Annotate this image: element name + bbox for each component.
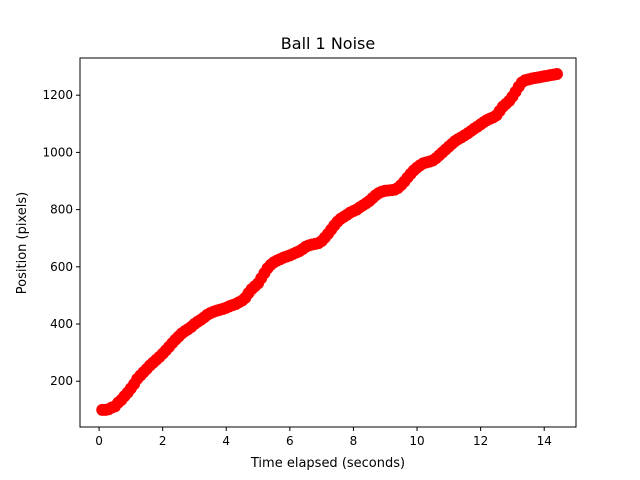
y-tick-label: 800 bbox=[50, 203, 73, 217]
x-tick-label: 4 bbox=[222, 434, 230, 448]
x-tick-label: 6 bbox=[286, 434, 294, 448]
x-tick-label: 0 bbox=[95, 434, 103, 448]
chart-title: Ball 1 Noise bbox=[281, 34, 375, 53]
x-tick-label: 2 bbox=[159, 434, 167, 448]
x-axis-label: Time elapsed (seconds) bbox=[250, 456, 405, 471]
y-axis-ticks: 200 400 600 800 1000 1200 bbox=[42, 88, 80, 388]
x-tick-label: 10 bbox=[409, 434, 424, 448]
y-tick-label: 200 bbox=[50, 374, 73, 388]
y-tick-label: 600 bbox=[50, 260, 73, 274]
x-axis-ticks: 0 2 4 6 8 10 12 14 bbox=[95, 427, 552, 448]
x-tick-label: 12 bbox=[473, 434, 488, 448]
data-point bbox=[551, 68, 563, 80]
x-tick-label: 14 bbox=[537, 434, 552, 448]
y-tick-label: 1000 bbox=[42, 145, 73, 159]
y-tick-label: 1200 bbox=[42, 88, 73, 102]
y-tick-label: 400 bbox=[50, 317, 73, 331]
x-tick-label: 8 bbox=[350, 434, 358, 448]
data-points bbox=[96, 68, 563, 416]
y-axis-label: Position (pixels) bbox=[15, 192, 30, 294]
